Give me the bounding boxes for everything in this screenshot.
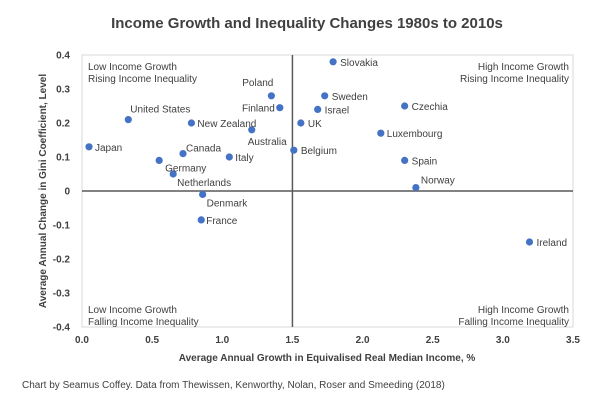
point-label: Germany xyxy=(165,163,206,174)
point-label: Slovakia xyxy=(340,58,378,69)
x-tick-label: 3.5 xyxy=(566,335,580,346)
point-label: Canada xyxy=(186,144,221,155)
x-tick-label: 0.0 xyxy=(75,335,89,346)
data-point xyxy=(401,156,409,164)
y-tick-label: -0.1 xyxy=(53,221,71,232)
quadrant-bottom-left-line2: Falling Income Inequality xyxy=(88,317,199,328)
point-label: UK xyxy=(308,119,322,130)
x-axis-label: Average Annual Growth in Equivalised Rea… xyxy=(179,353,476,364)
quadrant-bottom-right-line2: Falling Income Inequality xyxy=(458,317,569,328)
axis-ticks: 0.0 0.5 1.0 1.5 2.0 2.5 3.0 3.5 0.4 0.3 0.2 0.1 0 -0.… xyxy=(53,51,581,347)
point-label: Czechia xyxy=(412,102,449,113)
x-tick-label: 2.0 xyxy=(356,335,370,346)
y-tick-label: -0.2 xyxy=(53,255,71,266)
point-label: Italy xyxy=(235,153,253,164)
point-label: Ireland xyxy=(537,238,568,249)
chart-credit: Chart by Seamus Coffey. Data from Thewis… xyxy=(22,380,445,391)
point-label: Israel xyxy=(325,105,349,116)
data-point xyxy=(525,238,534,246)
x-tick-label: 0.5 xyxy=(145,335,159,346)
x-tick-label: 3.0 xyxy=(496,335,510,346)
data-point xyxy=(179,150,187,158)
chart-title: Income Growth and Inequality Changes 198… xyxy=(111,15,503,32)
x-tick-label: 1.0 xyxy=(215,335,229,346)
point-label: France xyxy=(206,216,238,227)
y-tick-label: 0.2 xyxy=(56,119,70,130)
point-label: Japan xyxy=(95,143,122,154)
data-point xyxy=(225,153,233,161)
data-point xyxy=(267,92,275,100)
y-tick-label: 0.4 xyxy=(56,51,70,62)
y-tick-label: 0.1 xyxy=(56,153,70,164)
quadrant-labels: Low Income Growth Rising Income Inequali… xyxy=(88,62,569,328)
data-point xyxy=(329,58,337,66)
y-tick-label: -0.4 xyxy=(53,323,71,334)
data-point xyxy=(124,116,132,124)
data-point xyxy=(187,119,196,127)
quadrant-top-left-line2: Rising Income Inequality xyxy=(88,74,197,85)
data-point xyxy=(401,102,409,110)
data-points xyxy=(85,58,534,246)
data-point xyxy=(199,190,207,198)
data-point xyxy=(155,156,163,164)
y-tick-label: 0.3 xyxy=(56,85,70,96)
quadrant-top-right-line2: Rising Income Inequality xyxy=(460,74,569,85)
x-tick-label: 1.5 xyxy=(285,335,299,346)
data-point xyxy=(314,105,322,113)
point-label: Sweden xyxy=(332,92,368,103)
y-axis-label: Average Annual Change in Gini Coefficien… xyxy=(38,74,49,309)
data-point xyxy=(290,146,298,154)
y-tick-label: 0 xyxy=(64,187,70,198)
point-label: Denmark xyxy=(207,198,249,209)
data-point xyxy=(197,216,205,224)
data-point xyxy=(85,143,93,151)
data-point xyxy=(377,129,385,137)
point-label: Australia xyxy=(248,137,287,148)
data-point xyxy=(412,184,420,192)
point-label: Netherlands xyxy=(177,178,231,189)
point-label: New Zealand xyxy=(197,119,256,130)
point-labels: Japan United States Germany Netherlands Cana… xyxy=(95,58,567,249)
quadrant-top-right-line1: High Income Growth xyxy=(478,62,569,73)
y-tick-label: -0.3 xyxy=(53,289,71,300)
point-label: Luxembourg xyxy=(387,129,443,140)
data-point xyxy=(248,126,256,134)
point-label: Norway xyxy=(421,176,455,187)
data-point xyxy=(321,92,329,100)
data-point xyxy=(276,104,284,112)
point-label: Poland xyxy=(242,78,273,89)
x-tick-label: 2.5 xyxy=(426,335,440,346)
point-label: Belgium xyxy=(301,146,337,157)
data-point xyxy=(297,119,305,127)
quadrant-bottom-right-line1: High Income Growth xyxy=(478,305,569,316)
point-label: United States xyxy=(130,105,190,116)
point-label: Finland xyxy=(242,104,275,115)
data-point xyxy=(169,170,177,178)
quadrant-top-left-line1: Low Income Growth xyxy=(88,62,177,73)
point-label: Spain xyxy=(412,156,438,167)
quadrant-bottom-left-line1: Low Income Growth xyxy=(88,305,177,316)
